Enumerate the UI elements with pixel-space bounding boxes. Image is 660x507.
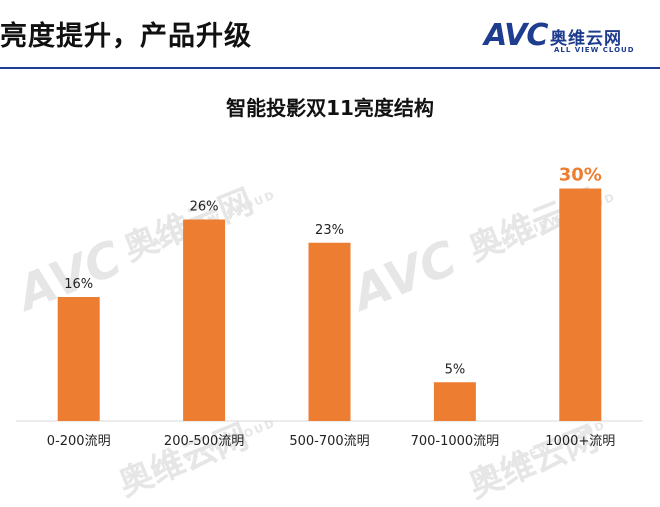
category-label: 500-700流明 (289, 434, 369, 449)
avc-logo: AVC 奥维云网 ALL VIEW CLOUD (484, 18, 644, 62)
bar (308, 242, 351, 421)
data-label: 30% (559, 165, 602, 186)
logo-name-en: ALL VIEW CLOUD (554, 46, 635, 54)
logo-name-cn: 奥维云网 (550, 29, 622, 49)
bar (559, 188, 602, 421)
data-label: 23% (315, 223, 344, 238)
bar (433, 382, 476, 421)
data-label: 5% (445, 362, 466, 377)
data-label: 26% (190, 200, 219, 215)
category-label: 200-500流明 (164, 434, 244, 449)
category-label: 1000+流明 (545, 434, 615, 449)
bar-series: 16% 0-200流明 26% 200-500流明 23% 500-700流明 5% 700-… (16, 165, 643, 449)
category-label: 700-1000流明 (411, 434, 500, 449)
bar (183, 219, 226, 421)
data-label: 16% (64, 277, 93, 292)
category-label: 0-200流明 (47, 434, 111, 449)
logo-mark: AVC (484, 18, 548, 53)
slide-title: 亮度提升，产品升级 (0, 21, 252, 52)
chart-title: 智能投影双11亮度结构 (226, 96, 434, 120)
bar-chart: 智能投影双11亮度结构 16% 0-200流明 26% 200-500流明 23% 500… (16, 96, 643, 449)
bar (57, 297, 100, 421)
header-rule (0, 67, 660, 69)
